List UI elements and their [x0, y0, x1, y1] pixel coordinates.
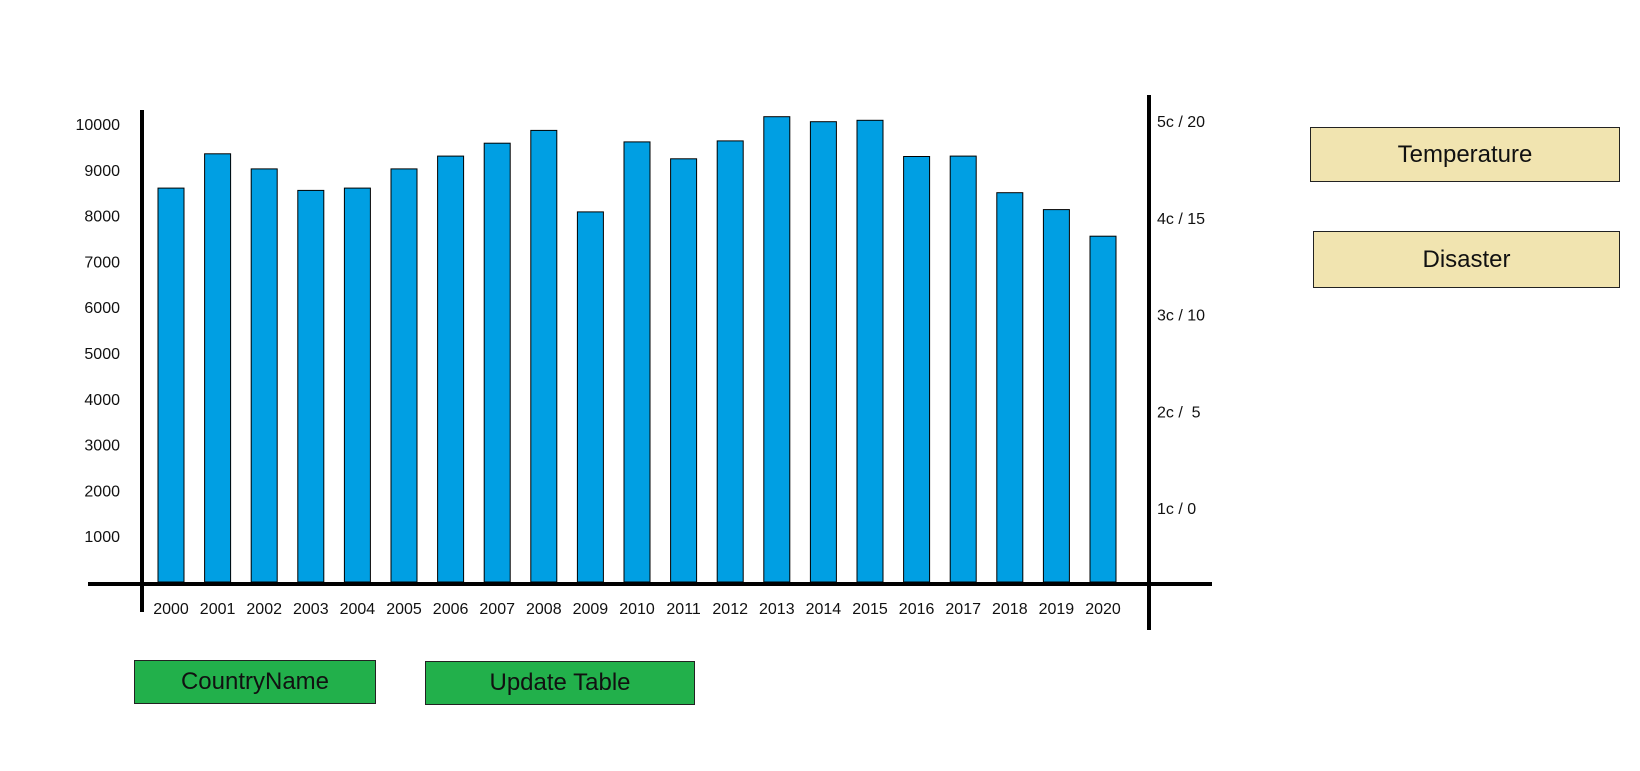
right-axis-ticks: 1c / 0 2c / 5 3c / 10 4c / 15 5c / 20	[1157, 114, 1205, 518]
left-tick-label: 2000	[84, 483, 120, 500]
left-tick-label: 3000	[84, 438, 120, 455]
bar-2009	[576, 211, 604, 583]
bar-2013	[763, 116, 791, 583]
left-tick-label: 9000	[84, 163, 120, 180]
x-tick-label: 2012	[712, 601, 748, 618]
left-tick-label: 5000	[84, 346, 120, 363]
bar-2002	[250, 168, 278, 583]
bar-2010	[623, 141, 651, 583]
left-tick-label: 6000	[84, 300, 120, 317]
x-tick-label: 2020	[1085, 601, 1121, 618]
country-name-button[interactable]: CountryName	[134, 660, 376, 704]
update-table-button[interactable]: Update Table	[425, 661, 695, 705]
right-tick-label: 2c / 5	[1157, 404, 1201, 421]
bar-2016	[903, 156, 931, 583]
right-tick-label: 3c / 10	[1157, 308, 1205, 325]
country-name-button-label: CountryName	[180, 668, 330, 695]
x-tick-label: 2013	[759, 601, 795, 618]
bar-2012	[716, 140, 744, 583]
bar-2020	[1089, 235, 1117, 583]
x-tick-label: 2008	[526, 601, 562, 618]
bar-2011	[670, 158, 698, 583]
bar-2019	[1042, 209, 1070, 583]
x-tick-label: 2005	[386, 601, 422, 618]
bar-2015	[856, 119, 884, 583]
temperature-button-label: Temperature	[1397, 140, 1533, 168]
x-tick-label: 2004	[340, 601, 376, 618]
axes	[88, 95, 1212, 630]
temperature-button[interactable]: Temperature	[1310, 127, 1620, 182]
x-tick-label: 2010	[619, 601, 655, 618]
x-tick-label: 2009	[573, 601, 609, 618]
x-tick-label: 2019	[1039, 601, 1075, 618]
disaster-button[interactable]: Disaster	[1313, 231, 1620, 288]
right-tick-label: 4c / 15	[1157, 211, 1205, 228]
x-tick-label: 2006	[433, 601, 469, 618]
x-tick-label: 2001	[200, 601, 236, 618]
bar-2001	[204, 153, 232, 583]
x-tick-label: 2016	[899, 601, 935, 618]
x-tick-label: 2017	[945, 601, 981, 618]
x-tick-label: 2011	[666, 601, 701, 618]
bar-group	[157, 116, 1117, 583]
x-tick-label: 2007	[479, 601, 515, 618]
left-tick-label: 4000	[84, 392, 120, 409]
left-tick-label: 10000	[76, 117, 121, 134]
bar-2017	[949, 155, 977, 583]
disaster-button-label: Disaster	[1422, 245, 1511, 273]
x-tick-label: 2018	[992, 601, 1028, 618]
left-tick-label: 7000	[84, 254, 120, 271]
bar-2000	[157, 187, 185, 583]
bar-2006	[437, 155, 465, 583]
right-tick-label: 1c / 0	[1157, 501, 1196, 518]
bar-2018	[996, 192, 1024, 583]
left-axis-ticks: 1000 2000 3000 4000 5000 6000 7000 8000 9000 1000…	[76, 117, 121, 546]
right-tick-label: 5c / 20	[1157, 114, 1205, 131]
bar-2004	[343, 187, 371, 583]
bar-2005	[390, 168, 418, 583]
x-tick-label: 2003	[293, 601, 329, 618]
left-tick-label: 8000	[84, 209, 120, 226]
bar-2014	[809, 121, 837, 583]
x-tick-label: 2002	[246, 601, 282, 618]
x-tick-label: 2014	[806, 601, 842, 618]
x-tick-label: 2000	[153, 601, 189, 618]
x-tick-label: 2015	[852, 601, 888, 618]
x-axis-ticks: 2000 2001 2002 2003 2004 2005 2006 2007 2008 2009…	[153, 601, 1121, 618]
update-table-button-label: Update Table	[489, 669, 631, 696]
bar-2008	[530, 129, 558, 583]
bar-2003	[297, 189, 325, 583]
left-tick-label: 1000	[84, 529, 120, 546]
bar-2007	[483, 142, 511, 583]
